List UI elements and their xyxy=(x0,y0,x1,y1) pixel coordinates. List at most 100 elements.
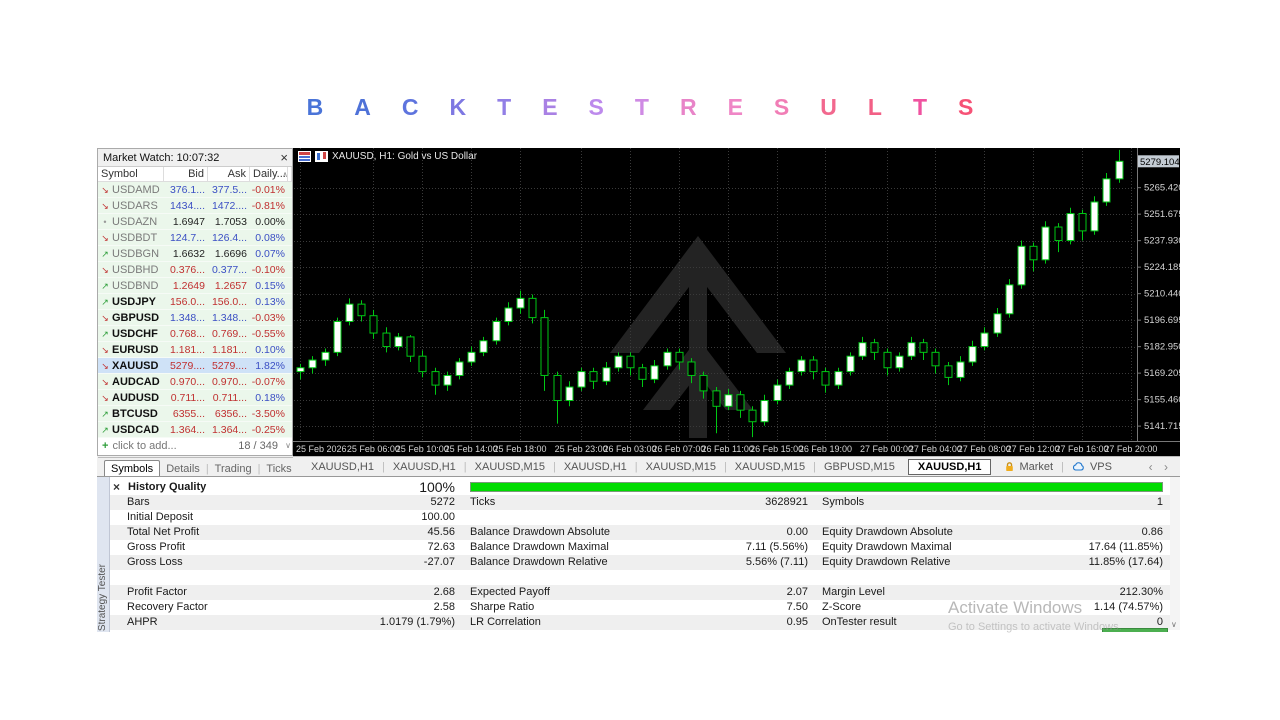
stat-label: Sharpe Ratio xyxy=(470,600,534,615)
daily-cell: -0.55% xyxy=(250,326,288,342)
svg-text:25 Feb 06:00: 25 Feb 06:00 xyxy=(347,444,400,454)
bid-cell: 1.6947 xyxy=(164,214,208,230)
stat-label: Bars xyxy=(127,495,150,510)
chart-tab[interactable]: XAUUSD,M15 xyxy=(638,461,724,473)
chart-tab-bar: XAUUSD,H1|XAUUSD,H1|XAUUSD,M15|XAUUSD,H1… xyxy=(293,456,1180,476)
market-watch-row[interactable]: ↘USDARS1434....1472....-0.81% xyxy=(98,198,292,214)
market-watch-row[interactable]: ↘USDAMD376.1...377.5...-0.01% xyxy=(98,182,292,198)
daily-cell: -3.50% xyxy=(250,406,288,422)
svg-text:5169.205: 5169.205 xyxy=(1144,368,1180,379)
vps-tab[interactable]: VPS xyxy=(1064,461,1120,473)
stat-value: 45.56 xyxy=(427,525,455,540)
market-watch-row[interactable]: •USDAZN1.69471.70530.00% xyxy=(98,214,292,230)
stat-value: 2.58 xyxy=(434,600,455,615)
lock-icon xyxy=(1004,461,1015,472)
tester-scrollbar[interactable]: ∨ xyxy=(1170,477,1180,630)
chart-tab[interactable]: XAUUSD,M15 xyxy=(727,461,813,473)
market-watch-row[interactable]: ↘XAUUSD5279....5279....1.82% xyxy=(98,358,292,374)
trend-down-icon: ↘ xyxy=(98,390,112,406)
close-icon[interactable]: × xyxy=(280,149,288,167)
backtest-result-row xyxy=(110,570,1171,585)
chart-tab-active[interactable]: XAUUSD,H1 xyxy=(908,459,992,475)
stat-label: Ticks xyxy=(470,495,495,510)
add-symbol-row[interactable]: +click to add... 18 / 349 ∨ xyxy=(98,438,292,454)
scroll-up-icon[interactable]: ∧ xyxy=(279,167,292,182)
market-watch-row[interactable]: ↗USDBND1.26491.26570.15% xyxy=(98,278,292,294)
daily-cell: -0.25% xyxy=(250,422,288,438)
stat-label: Balance Drawdown Absolute xyxy=(470,525,610,540)
scroll-down-icon[interactable]: ∨ xyxy=(1171,620,1177,629)
daily-cell: 1.82% xyxy=(250,358,288,374)
ask-cell: 0.711... xyxy=(208,390,250,406)
trend-up-icon: ↗ xyxy=(98,246,112,262)
stat-value: 1 xyxy=(1157,495,1163,510)
strategy-tester-side-strip[interactable]: Strategy Tester xyxy=(97,477,110,632)
market-watch-row[interactable]: ↗USDCHF0.768...0.769...-0.55% xyxy=(98,326,292,342)
svg-text:27 Feb 00:00: 27 Feb 00:00 xyxy=(860,444,913,454)
title-letter: E xyxy=(542,94,557,121)
symbol-cell: USDBDT xyxy=(112,230,164,246)
market-tab[interactable]: Market xyxy=(996,461,1061,473)
ask-cell: 0.769... xyxy=(208,326,250,342)
backtest-results-table: Bars5272Ticks3628921Symbols1Initial Depo… xyxy=(110,495,1171,630)
start-button[interactable]: Start xyxy=(1102,628,1168,632)
chart-tab[interactable]: XAUUSD,H1 xyxy=(303,461,382,473)
market-watch-rows: ↘USDAMD376.1...377.5...-0.01%↘USDARS1434… xyxy=(98,182,292,438)
tab-scroll-arrows[interactable]: ‹ › xyxy=(1149,460,1180,474)
history-quality-progress-bar xyxy=(470,482,1163,492)
market-watch-row[interactable]: ↘AUDUSD0.711...0.711...0.18% xyxy=(98,390,292,406)
market-watch-tabs: SymbolsDetails|Trading|Ticks xyxy=(98,457,294,477)
svg-text:5155.460: 5155.460 xyxy=(1144,395,1180,406)
market-watch-row[interactable]: ↘USDBHD0.376...0.377...-0.10% xyxy=(98,262,292,278)
svg-text:5182.950: 5182.950 xyxy=(1144,342,1180,353)
svg-text:27 Feb 08:00: 27 Feb 08:00 xyxy=(958,444,1011,454)
daily-cell: -0.01% xyxy=(250,182,288,198)
bid-cell: 0.768... xyxy=(164,326,208,342)
svg-text:5279.104: 5279.104 xyxy=(1140,157,1180,168)
market-watch-tab-symbols[interactable]: Symbols xyxy=(104,460,160,477)
daily-cell: 0.18% xyxy=(250,390,288,406)
market-watch-tab-trading[interactable]: Trading xyxy=(209,461,258,477)
daily-cell: 0.08% xyxy=(250,230,288,246)
market-watch-row[interactable]: ↗USDBGN1.66321.66960.07% xyxy=(98,246,292,262)
market-watch-row[interactable]: ↘EURUSD1.181...1.181...0.10% xyxy=(98,342,292,358)
market-watch-row[interactable]: ↘GBPUSD1.348...1.348...-0.03% xyxy=(98,310,292,326)
stat-label: Recovery Factor xyxy=(127,600,208,615)
trend-down-icon: ↘ xyxy=(98,374,112,390)
symbol-cell: USDBHD xyxy=(112,262,164,278)
stat-value: 212.30% xyxy=(1120,585,1163,600)
market-watch-row[interactable]: ↘AUDCAD0.970...0.970...-0.07% xyxy=(98,374,292,390)
column-bid[interactable]: Bid xyxy=(164,167,208,181)
column-ask[interactable]: Ask xyxy=(208,167,250,181)
chart-tab[interactable]: XAUUSD,H1 xyxy=(556,461,635,473)
title-letter: T xyxy=(913,94,927,121)
symbol-cell: USDBND xyxy=(112,278,164,294)
market-watch-row[interactable]: ↗USDJPY156.0...156.0...0.13% xyxy=(98,294,292,310)
title-letter: L xyxy=(868,94,882,121)
symbol-cell: USDAZN xyxy=(112,214,164,230)
close-icon[interactable]: × xyxy=(113,480,120,494)
market-watch-tab-details[interactable]: Details xyxy=(160,461,206,477)
backtest-result-row: AHPR1.0179 (1.79%)LR Correlation0.95OnTe… xyxy=(110,615,1171,630)
chart-tab[interactable]: XAUUSD,M15 xyxy=(467,461,553,473)
stat-label: Equity Drawdown Maximal xyxy=(822,540,952,555)
daily-cell: 0.00% xyxy=(250,214,288,230)
scroll-down-icon[interactable]: ∨ xyxy=(285,438,291,454)
chart-tab[interactable]: GBPUSD,M15 xyxy=(816,461,903,473)
title-letter: R xyxy=(680,94,697,121)
stat-value: 11.85% (17.64) xyxy=(1089,555,1163,570)
svg-text:5196.695: 5196.695 xyxy=(1144,315,1180,326)
backtest-result-row: Gross Loss-27.07Balance Drawdown Relativ… xyxy=(110,555,1171,570)
svg-text:25 Feb 23:00: 25 Feb 23:00 xyxy=(555,444,608,454)
column-symbol[interactable]: Symbol xyxy=(98,167,164,181)
market-watch-row[interactable]: ↗USDCAD1.364...1.364...-0.25% xyxy=(98,422,292,438)
market-watch-row[interactable]: ↗BTCUSD6355...6356...-3.50% xyxy=(98,406,292,422)
bid-cell: 1.2649 xyxy=(164,278,208,294)
symbol-cell: XAUUSD xyxy=(112,358,164,374)
ask-cell: 1.181... xyxy=(208,342,250,358)
bid-cell: 124.7... xyxy=(164,230,208,246)
candlestick-chart[interactable]: 5141.7155155.4605169.2055182.9505196.695… xyxy=(293,148,1180,456)
bid-cell: 1434.... xyxy=(164,198,208,214)
chart-tab[interactable]: XAUUSD,H1 xyxy=(385,461,464,473)
market-watch-row[interactable]: ↘USDBDT124.7...126.4...0.08% xyxy=(98,230,292,246)
